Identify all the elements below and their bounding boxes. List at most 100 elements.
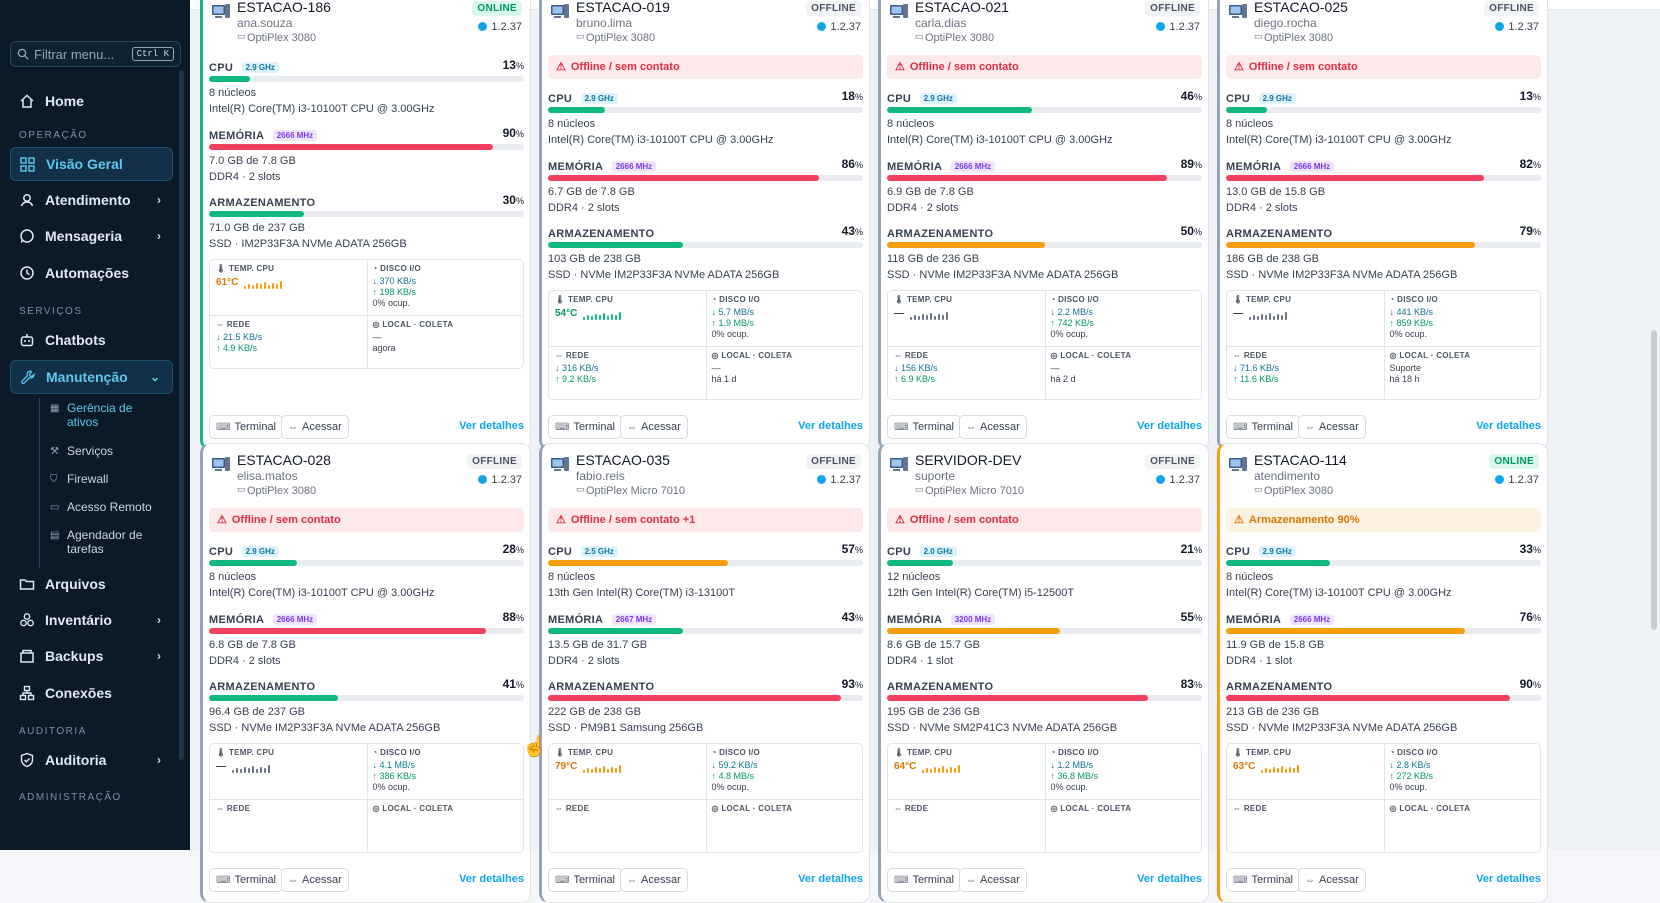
link-icon: ⇔	[216, 804, 227, 813]
asset-user: carla.dias	[915, 16, 967, 30]
asset-card[interactable]: ESTACAO-021 carla.dias OptiPlex 3080 OFF…	[878, 0, 1209, 450]
hand-cursor-icon: ☝	[522, 736, 547, 758]
metric-detail: 6.7 GB de 7.8 GB	[548, 186, 635, 198]
details-link[interactable]: Ver detalhes	[459, 420, 524, 432]
access-button[interactable]: ⇔ Acessar	[620, 415, 688, 439]
details-link[interactable]: Ver detalhes	[1137, 420, 1202, 432]
cell-title-text: REDE	[1243, 804, 1268, 813]
nav-mensageria[interactable]: Mensageria ›	[10, 219, 173, 253]
local-value: —	[711, 363, 721, 373]
divider	[1044, 744, 1046, 852]
access-button[interactable]: ⇔ Acessar	[1298, 415, 1366, 439]
menu-filter-input[interactable]: Filtrar menu... Ctrl K	[10, 41, 181, 67]
access-button[interactable]: ⇔ Acessar	[281, 415, 349, 439]
archive-icon	[18, 648, 35, 665]
terminal-button[interactable]: ⌨ Terminal	[887, 868, 962, 892]
warning-icon: ⚠	[556, 61, 566, 73]
sub-servicos[interactable]: ⚒ Serviços	[50, 444, 113, 458]
details-link[interactable]: Ver detalhes	[1137, 873, 1202, 885]
temp-cell: 🌡︎ TEMP. CPU 79°C	[549, 744, 706, 799]
terminal-button[interactable]: ⌨ Terminal	[1226, 415, 1301, 439]
asset-card[interactable]: ESTACAO-019 bruno.lima OptiPlex 3080 OFF…	[539, 0, 870, 450]
metric-percent: 82%	[1520, 157, 1541, 171]
whatsapp-icon	[18, 228, 35, 245]
sub-agendador[interactable]: ▤ Agendador de tarefas	[50, 528, 142, 556]
terminal-button[interactable]: ⌨ Terminal	[209, 868, 284, 892]
nav-chatbots[interactable]: Chatbots	[10, 323, 173, 357]
progress-track	[1226, 628, 1541, 634]
metric-stor: ARMAZENAMENTO 90% 213 GB de 236 GB SSD ·…	[1226, 677, 1541, 734]
sub-acesso-remoto[interactable]: ▭ Acesso Remoto	[50, 500, 152, 514]
temp-value: —	[894, 308, 1039, 320]
progress-track	[1226, 242, 1541, 248]
details-link[interactable]: Ver detalhes	[1476, 873, 1541, 885]
metric-label: CPU	[548, 93, 573, 105]
details-link[interactable]: Ver detalhes	[459, 873, 524, 885]
details-link[interactable]: Ver detalhes	[798, 873, 863, 885]
details-link[interactable]: Ver detalhes	[798, 420, 863, 432]
asset-card[interactable]: ESTACAO-035 fabio.reis OptiPlex Micro 70…	[539, 443, 870, 903]
terminal-button[interactable]: ⌨ Terminal	[548, 868, 623, 892]
computer-icon	[212, 4, 230, 18]
access-button[interactable]: ⇔ Acessar	[620, 868, 688, 892]
terminal-button[interactable]: ⌨ Terminal	[209, 415, 284, 439]
access-button[interactable]: ⇔ Acessar	[959, 415, 1027, 439]
nav-visao-geral[interactable]: Visão Geral	[10, 147, 173, 181]
terminal-button[interactable]: ⌨ Terminal	[887, 415, 962, 439]
terminal-button[interactable]: ⌨ Terminal	[548, 415, 623, 439]
sub-firewall[interactable]: ⛉ Firewall	[50, 472, 108, 486]
nav-backups[interactable]: Backups ›	[10, 639, 173, 673]
alert-banner: ⚠ Offline / sem contato +1	[548, 508, 863, 532]
nav-automacoes[interactable]: Automações	[10, 256, 173, 290]
nav-label: Backups	[45, 648, 104, 664]
nav-inventario[interactable]: Inventário ›	[10, 603, 173, 637]
asset-model: OptiPlex 3080	[1254, 31, 1333, 44]
nav-auditoria[interactable]: Auditoria ›	[10, 743, 173, 777]
sub-gerencia-ativos[interactable]: ▦ Gerência de ativos	[50, 401, 132, 429]
access-button[interactable]: ⇔ Acessar	[1298, 868, 1366, 892]
button-label: Terminal	[912, 874, 955, 886]
sidebar-scrollbar[interactable]	[179, 70, 184, 760]
nav-conexoes[interactable]: Conexões	[10, 676, 173, 710]
asset-card[interactable]: ESTACAO-028 elisa.matos OptiPlex 3080 OF…	[200, 443, 531, 903]
page-scrollbar[interactable]	[1651, 330, 1657, 630]
cell-title: ⇔ REDE	[216, 804, 361, 813]
terminal-icon: ⌨	[894, 875, 909, 886]
asset-card[interactable]: ESTACAO-114 atendimento OptiPlex 3080 ON…	[1217, 443, 1548, 903]
metric-detail: 8.6 GB de 15.7 GB	[887, 639, 980, 651]
percent-sign: %	[515, 196, 524, 206]
section-administracao: ADMINISTRAÇÃO	[19, 792, 122, 803]
disk-cell: ◔ DISCO I/O ↓ 5.7 MB/s ↑ 1.9 MB/s 0% ocu…	[706, 291, 863, 346]
nav-manutencao[interactable]: Manutenção ⌄	[10, 360, 173, 394]
nav-home[interactable]: Home	[10, 84, 173, 118]
details-link[interactable]: Ver detalhes	[1476, 420, 1541, 432]
progress-track	[1226, 175, 1541, 181]
asset-card[interactable]: ESTACAO-025 diego.rocha OptiPlex 3080 OF…	[1217, 0, 1548, 450]
nav-atendimento[interactable]: Atendimento ›	[10, 183, 173, 217]
metric-percent-value: 88	[502, 610, 516, 624]
cell-title-text: TEMP. CPU	[567, 295, 614, 304]
net-down: ↓ 316 KB/s	[555, 363, 599, 373]
computer-icon	[551, 457, 569, 471]
agent-version: 1.2.37	[1495, 21, 1539, 33]
percent-sign: %	[515, 613, 524, 623]
cell-title: ⇔ REDE	[555, 351, 700, 360]
chevron-right-icon: ›	[157, 193, 161, 207]
asset-card[interactable]: SERVIDOR-DEV suporte OptiPlex Micro 7010…	[878, 443, 1209, 903]
card-actions: ⌨ Terminal ⇔ Acessar Ver detalhes	[548, 415, 863, 439]
access-button[interactable]: ⇔ Acessar	[281, 868, 349, 892]
access-button[interactable]: ⇔ Acessar	[959, 868, 1027, 892]
sub-label-line2: tarefas	[67, 542, 104, 556]
metric-detail: 195 GB de 236 GB	[887, 706, 980, 718]
clock-badge: 2667 MHz	[611, 614, 657, 625]
progress-track	[887, 175, 1202, 181]
net-up: ↑ 6.9 KB/s	[894, 374, 936, 384]
terminal-button[interactable]: ⌨ Terminal	[1226, 868, 1301, 892]
net-cell: ⇔ REDE ↓ 21.5 KB/s ↑ 4.9 KB/s	[210, 316, 367, 371]
button-label: Acessar	[641, 421, 681, 433]
nav-arquivos[interactable]: Arquivos	[10, 567, 173, 601]
asset-card[interactable]: ESTACAO-186 ana.souza OptiPlex 3080 ONLI…	[200, 0, 531, 450]
metric-label: MEMÓRIA	[1226, 614, 1282, 626]
metric-subdetail: DDR4 · 2 slots	[887, 202, 959, 214]
metric-percent: 21%	[1181, 542, 1202, 556]
